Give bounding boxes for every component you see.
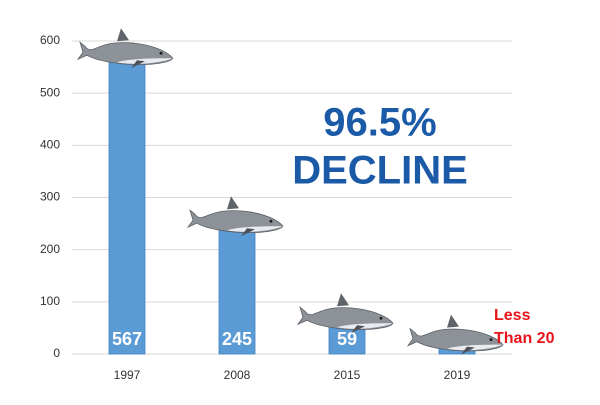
value-label: 567 (112, 329, 142, 349)
y-tick-label: 300 (40, 190, 60, 204)
y-tick-label: 100 (40, 294, 60, 308)
note: Than 20 (494, 330, 555, 347)
y-tick-label: 0 (53, 346, 60, 360)
porpoise-icon (407, 314, 504, 356)
x-tick-label: 2015 (334, 368, 361, 382)
porpoise-icon (77, 27, 174, 69)
porpoise-icon (187, 195, 284, 237)
x-tick-label: 2019 (444, 368, 471, 382)
y-tick-label: 200 (40, 242, 60, 256)
porpoise-icon (297, 292, 394, 334)
bar (108, 57, 146, 355)
y-tick-label: 400 (40, 138, 60, 152)
x-tick-label: 2008 (224, 368, 251, 382)
headline: DECLINE (292, 149, 468, 193)
y-tick-label: 600 (40, 33, 60, 47)
headline: 96.5% (323, 101, 436, 145)
value-label: 245 (222, 329, 252, 349)
note: Less (494, 307, 531, 324)
bar (218, 225, 256, 355)
y-tick-label: 500 (40, 85, 60, 99)
x-tick-label: 1997 (114, 368, 141, 382)
value-label: 59 (337, 329, 357, 349)
